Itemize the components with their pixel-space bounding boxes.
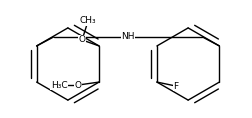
Text: O: O <box>79 35 86 44</box>
Text: F: F <box>173 82 178 91</box>
Text: CH₃: CH₃ <box>80 16 97 25</box>
Text: NH: NH <box>121 32 135 41</box>
Text: H₃C: H₃C <box>51 81 67 90</box>
Text: O: O <box>75 81 82 90</box>
